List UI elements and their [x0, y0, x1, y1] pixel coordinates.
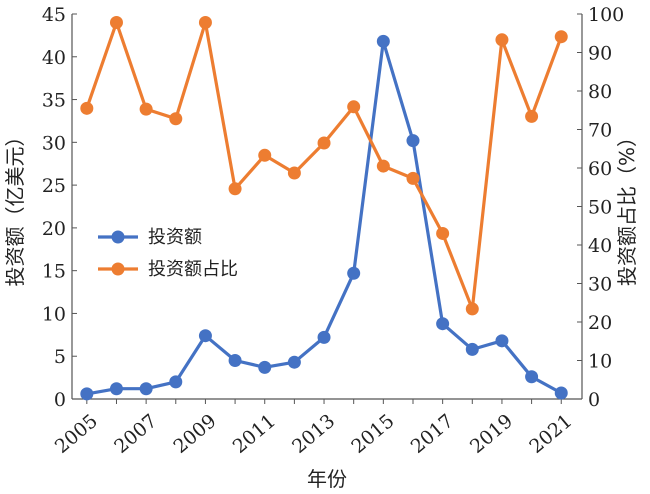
data-point — [554, 386, 568, 400]
right-y-tick-label: 70 — [588, 120, 612, 142]
left-y-tick-label: 15 — [42, 261, 66, 283]
series-1 — [80, 34, 568, 401]
data-point — [436, 226, 450, 240]
series-2 — [80, 15, 568, 316]
data-point — [317, 330, 331, 344]
data-point — [169, 375, 183, 389]
data-point — [109, 15, 123, 29]
left-y-tick-label: 25 — [42, 175, 66, 197]
legend-label: 投资额 — [148, 227, 202, 248]
series-layer — [80, 15, 568, 401]
x-tick-label: 2021 — [525, 410, 576, 458]
left-y-tick-label: 10 — [42, 303, 66, 325]
left-y-tick-label: 40 — [42, 47, 66, 69]
data-point — [287, 355, 301, 369]
right-y-tick-label: 80 — [588, 81, 612, 103]
data-point — [465, 302, 479, 316]
data-point — [198, 15, 212, 29]
data-point — [258, 360, 272, 374]
data-point — [525, 370, 539, 384]
x-tick-label: 2011 — [229, 410, 280, 458]
left-y-tick-label: 20 — [42, 218, 66, 240]
right-y-tick-label: 60 — [588, 158, 612, 180]
data-point — [80, 387, 94, 401]
data-point — [406, 134, 420, 148]
data-point — [347, 266, 361, 280]
data-point — [139, 382, 153, 396]
right-y-tick-label: 90 — [588, 43, 612, 65]
x-tick-label: 2019 — [466, 410, 517, 458]
data-point — [347, 100, 361, 114]
right-y-tick-label: 100 — [588, 4, 624, 26]
right-y-tick-label: 10 — [588, 351, 612, 373]
data-point — [228, 354, 242, 367]
left-y-axis-title: 投资额（亿美元） — [3, 127, 27, 287]
right-y-tick-label: 0 — [588, 389, 600, 411]
left-y-tick-label: 5 — [54, 346, 66, 368]
data-point — [287, 166, 301, 180]
data-point — [554, 30, 568, 44]
right-y-tick-label: 40 — [588, 235, 612, 257]
x-tick-label: 2017 — [407, 410, 458, 458]
right-y-tick-label: 50 — [588, 197, 612, 219]
data-point — [465, 342, 479, 356]
data-point — [317, 136, 331, 150]
legend-marker — [111, 230, 125, 244]
data-point — [495, 33, 509, 47]
left-y-tick-label: 45 — [42, 4, 66, 26]
x-tick-label: 2013 — [288, 410, 339, 458]
data-point — [80, 101, 94, 115]
data-point — [258, 148, 272, 162]
data-point — [406, 171, 420, 185]
left-y-tick-label: 30 — [42, 132, 66, 154]
data-point — [198, 329, 212, 343]
data-point — [525, 109, 539, 123]
data-point — [139, 102, 153, 116]
legend-marker — [111, 262, 125, 276]
data-point — [228, 182, 242, 196]
left-y-tick-label: 0 — [54, 389, 66, 411]
left-y-tick-label: 35 — [42, 90, 66, 112]
x-tick-label: 2005 — [51, 410, 102, 458]
x-axis-title: 年份 — [307, 467, 347, 491]
data-point — [376, 159, 390, 173]
data-point — [436, 317, 450, 331]
data-point — [376, 34, 390, 48]
data-point — [495, 334, 509, 348]
x-tick-label: 2015 — [347, 410, 398, 458]
right-y-tick-label: 20 — [588, 312, 612, 334]
axes: 0 5 10 15 20 25 30 35 40 45 0 10 20 30 40 50 60 70 80 90 100… — [42, 4, 624, 458]
legend-label: 投资额占比 — [148, 259, 238, 280]
data-point — [169, 112, 183, 126]
x-tick-label: 2009 — [169, 410, 220, 458]
data-point — [109, 382, 123, 396]
right-y-axis-title: 投资额占比（%） — [615, 127, 639, 286]
right-y-tick-label: 30 — [588, 274, 612, 296]
x-tick-label: 2007 — [110, 410, 161, 458]
